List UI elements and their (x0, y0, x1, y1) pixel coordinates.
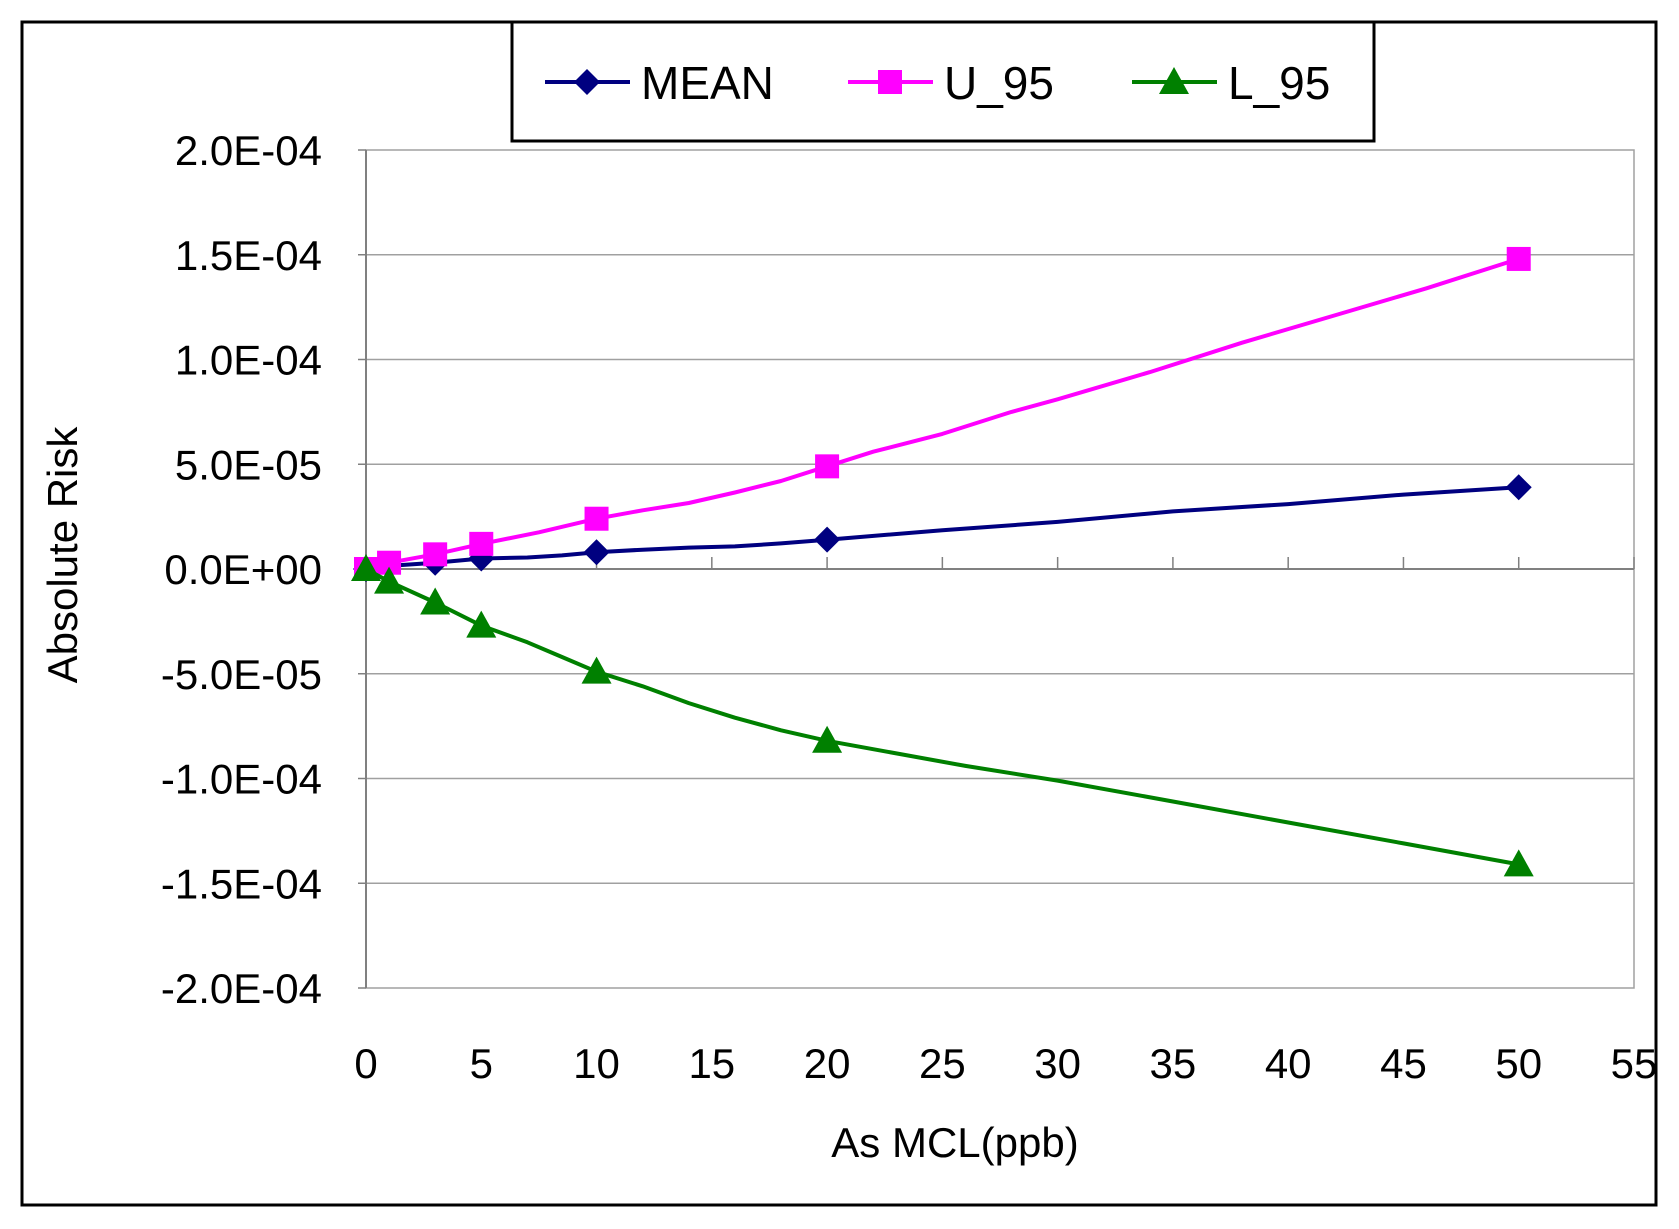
y-tick-labels: 2.0E-04 1.5E-04 1.0E-04 5.0E-05 0.0E+00 -5.0E… (161, 127, 322, 1012)
data-point-l-95 (581, 656, 612, 684)
data-point-l-95 (466, 610, 497, 638)
y-tick-label: -2.0E-04 (161, 965, 322, 1012)
data-point-u-95 (1506, 246, 1531, 271)
legend-item-u-95: U_95 (848, 57, 1054, 109)
legend-marker-l-95 (1159, 67, 1189, 94)
y-axis-title: Absolute Risk (39, 426, 86, 684)
data-point-l-95 (351, 554, 381, 581)
x-tick-labels: 0 5 10 15 20 25 30 35 40 45 50 55 (354, 1040, 1657, 1087)
y-tick-label: 0.0E+00 (164, 546, 322, 593)
data-point-u-95 (469, 531, 494, 556)
y-tick-label: 1.0E-04 (175, 337, 322, 384)
legend: MEAN U_95 L_95 (510, 20, 1376, 143)
y-tick-label: -1.5E-04 (161, 860, 322, 907)
data-point-u-95 (584, 506, 609, 531)
x-tick-label: 20 (804, 1040, 851, 1087)
x-tick-label: 25 (919, 1040, 966, 1087)
legend-label-u-95: U_95 (944, 57, 1054, 109)
series-group (351, 246, 1534, 877)
data-point-u-95 (815, 454, 840, 479)
data-point-mean (583, 539, 610, 566)
x-tick-label: 0 (354, 1040, 377, 1087)
legend-label-l-95: L_95 (1228, 57, 1330, 109)
data-point-l-95 (374, 566, 405, 594)
x-axis-title: As MCL(ppb) (831, 1119, 1078, 1166)
data-point-l-95 (420, 587, 451, 615)
legend-entries: MEAN U_95 L_95 (545, 57, 1330, 109)
y-tick-label: 1.5E-04 (175, 232, 322, 279)
x-tick-label: 40 (1265, 1040, 1312, 1087)
y-tick-label: -1.0E-04 (161, 756, 322, 803)
x-tick-label: 55 (1611, 1040, 1658, 1087)
y-tick-label: -5.0E-05 (161, 651, 322, 698)
x-tick-label: 30 (1034, 1040, 1081, 1087)
legend-box (510, 20, 1376, 143)
x-tick-label: 10 (573, 1040, 620, 1087)
data-point-mean (814, 526, 841, 553)
x-tick-label: 5 (470, 1040, 493, 1087)
x-tick-label: 45 (1380, 1040, 1427, 1087)
x-tick-label: 50 (1495, 1040, 1542, 1087)
x-tick-label: 15 (688, 1040, 735, 1087)
y-tick-label: 2.0E-04 (175, 127, 322, 174)
x-tick-label: 35 (1150, 1040, 1197, 1087)
data-point-mean (1505, 474, 1532, 501)
legend-label-mean: MEAN (641, 57, 774, 109)
y-tick-label: 5.0E-05 (175, 441, 322, 488)
legend-item-mean: MEAN (545, 57, 774, 109)
legend-marker-mean (574, 69, 600, 95)
data-point-l-95 (1503, 849, 1534, 877)
legend-item-l-95: L_95 (1132, 57, 1330, 109)
data-point-u-95 (423, 542, 448, 567)
data-point-l-95 (812, 725, 843, 753)
legend-marker-u-95 (878, 70, 902, 94)
series-l-95 (351, 554, 1534, 877)
